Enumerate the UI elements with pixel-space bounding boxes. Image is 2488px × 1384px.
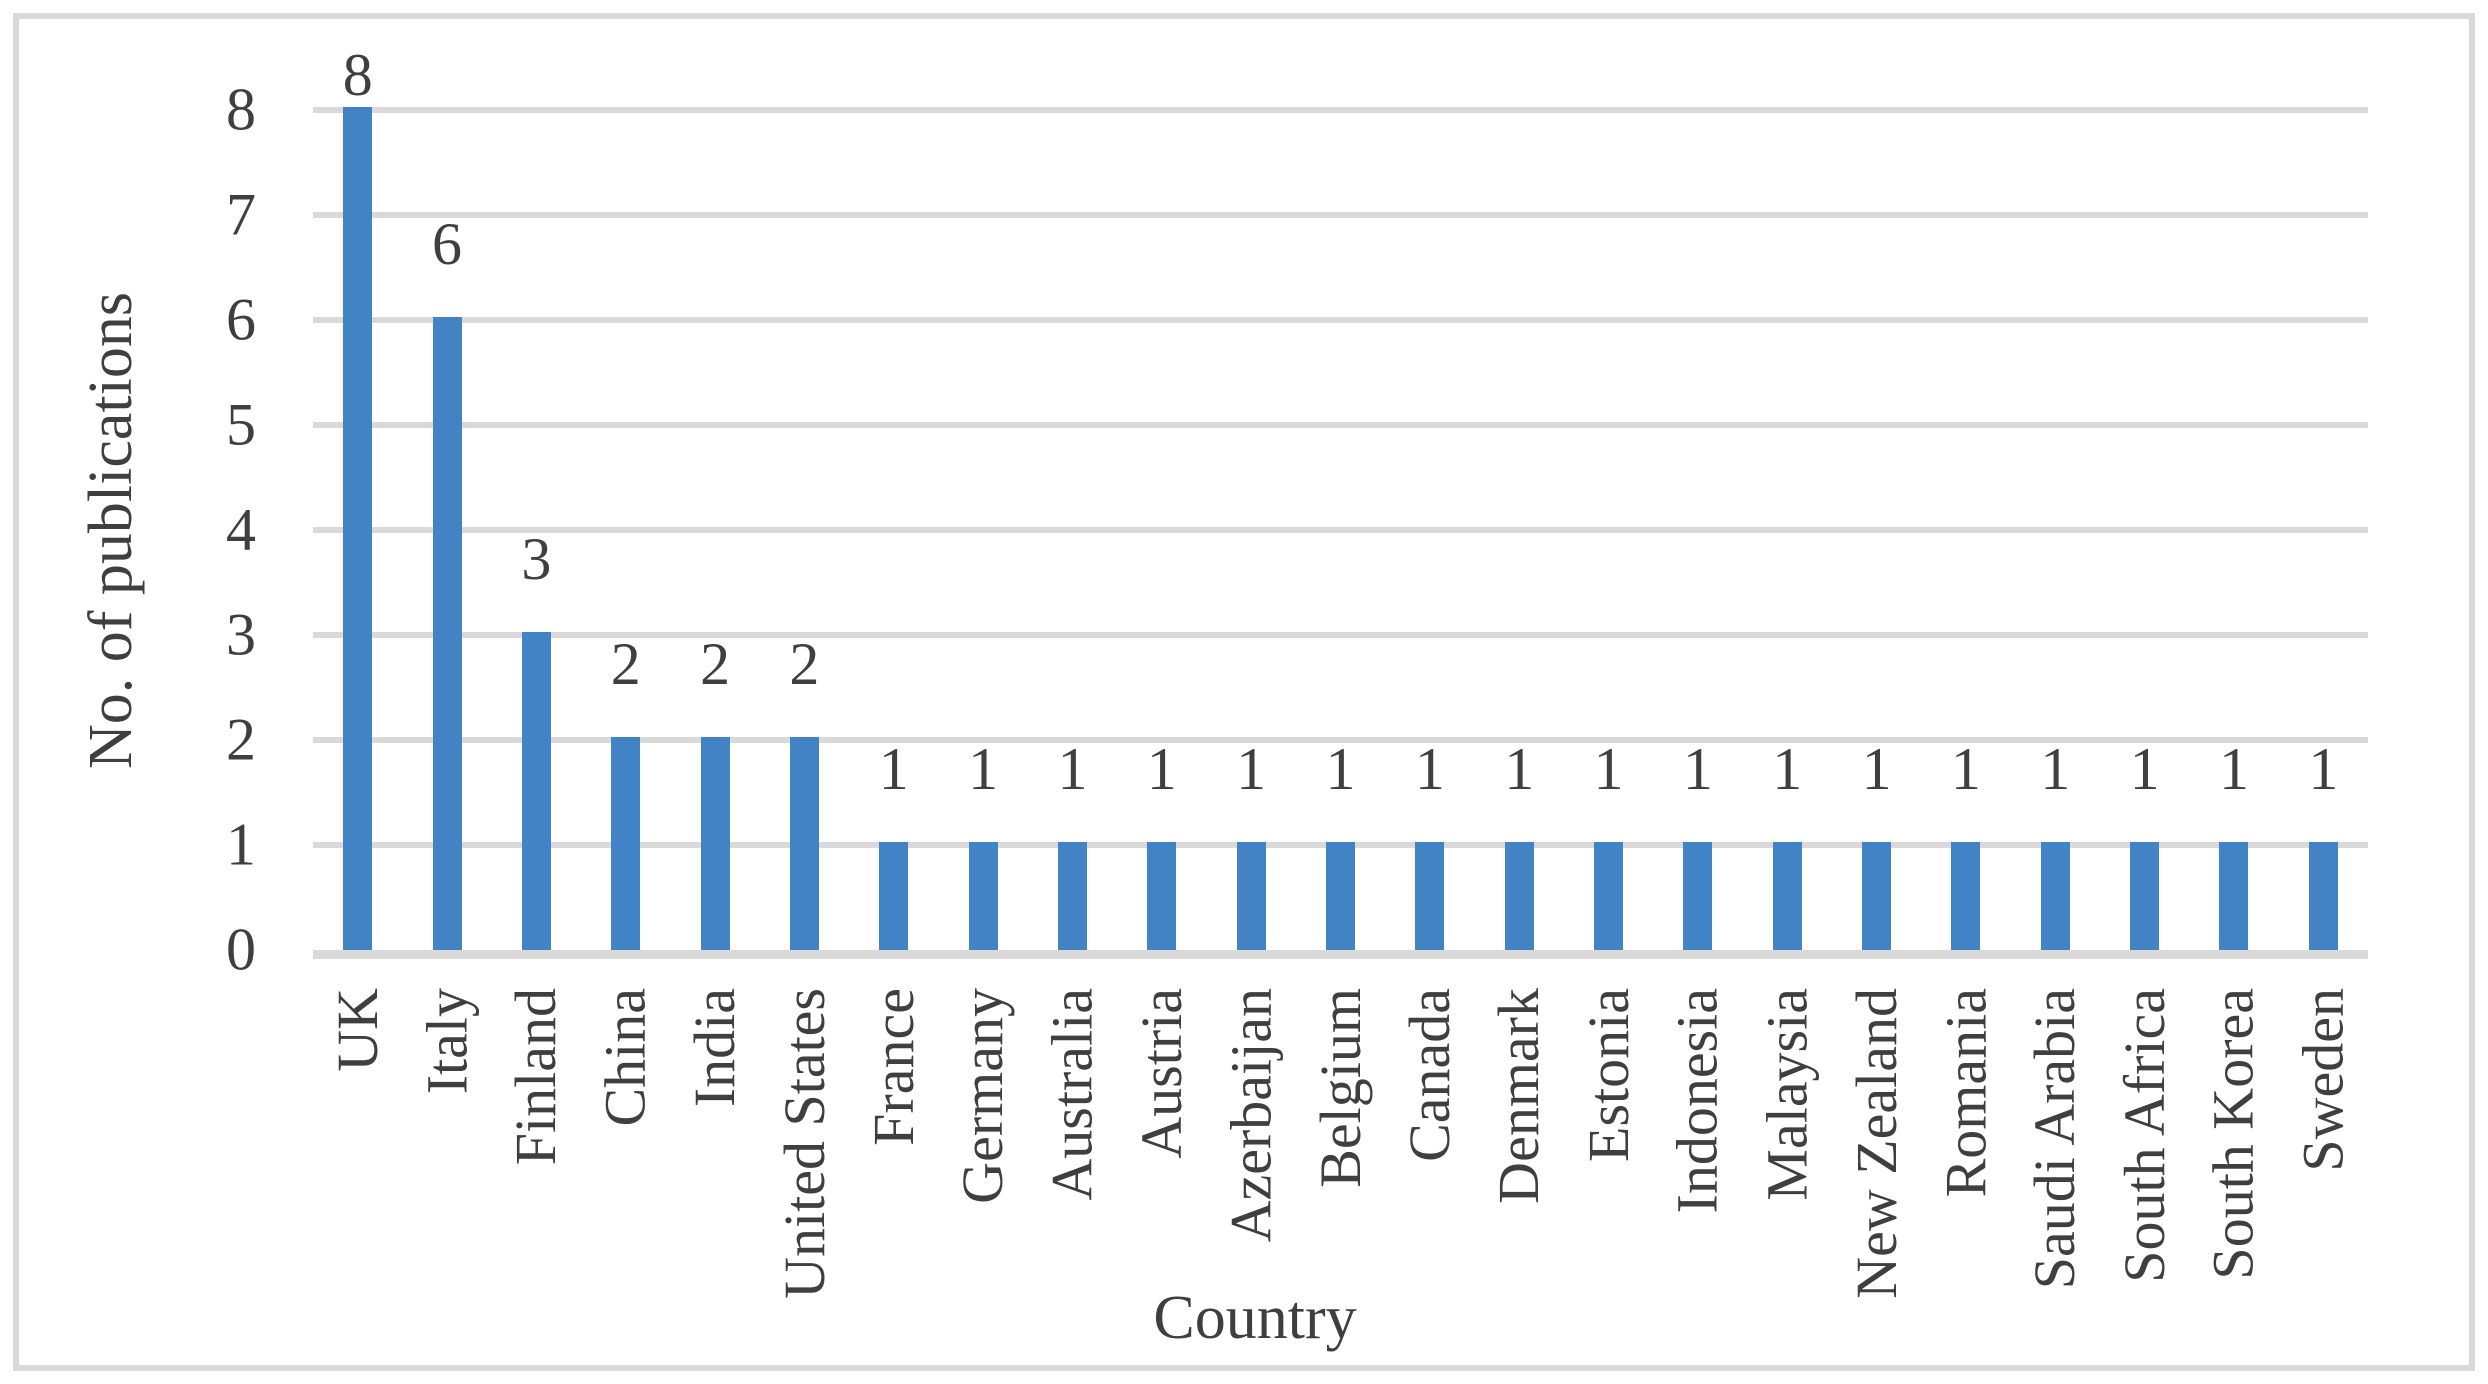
bar-india bbox=[700, 737, 730, 950]
x-tick-label: New Zealand bbox=[1843, 988, 1909, 1299]
data-label: 2 bbox=[700, 631, 731, 697]
gridline bbox=[313, 737, 2368, 743]
bar-finland bbox=[521, 632, 551, 950]
data-label: 1 bbox=[1950, 736, 1981, 802]
x-tick-label: Germany bbox=[950, 988, 1016, 1204]
data-label: 1 bbox=[2308, 736, 2339, 802]
x-tick-label: Estonia bbox=[1575, 988, 1641, 1162]
bar-denmark bbox=[1504, 842, 1534, 950]
bar-italy bbox=[432, 317, 462, 950]
bar-china bbox=[611, 737, 641, 950]
gridline bbox=[313, 317, 2368, 323]
data-label: 1 bbox=[1414, 736, 1445, 802]
data-label: 3 bbox=[521, 526, 552, 592]
bar-malaysia bbox=[1772, 842, 1802, 950]
data-label: 1 bbox=[1057, 736, 1088, 802]
data-label: 1 bbox=[1861, 736, 1892, 802]
bar-canada bbox=[1415, 842, 1445, 950]
data-label: 1 bbox=[878, 736, 909, 802]
bar-germany bbox=[968, 842, 998, 950]
data-label: 1 bbox=[2129, 736, 2160, 802]
x-tick-label: Austria bbox=[1128, 988, 1194, 1159]
data-label: 1 bbox=[1593, 736, 1624, 802]
gridline bbox=[313, 527, 2368, 533]
data-label: 1 bbox=[1146, 736, 1177, 802]
data-label: 1 bbox=[1236, 736, 1267, 802]
x-tick-label: China bbox=[592, 988, 658, 1127]
gridline bbox=[313, 107, 2368, 113]
y-tick-label: 8 bbox=[226, 76, 256, 143]
data-label: 1 bbox=[1682, 736, 1713, 802]
bar-sweden bbox=[2308, 842, 2338, 950]
y-tick-label: 7 bbox=[226, 181, 256, 248]
data-label: 1 bbox=[1325, 736, 1356, 802]
bar-france bbox=[879, 842, 909, 950]
data-label: 2 bbox=[610, 631, 641, 697]
data-label: 1 bbox=[2040, 736, 2071, 802]
bar-austria bbox=[1147, 842, 1177, 950]
bar-belgium bbox=[1326, 842, 1355, 950]
y-tick-label: 1 bbox=[226, 811, 256, 878]
bar-south-africa bbox=[2130, 842, 2160, 950]
y-tick-label: 3 bbox=[226, 601, 256, 668]
bar-united-states bbox=[789, 737, 819, 950]
bar-romania bbox=[1951, 842, 1981, 950]
data-label: 1 bbox=[1504, 736, 1535, 802]
bar-azerbaijan bbox=[1236, 842, 1266, 950]
data-label: 8 bbox=[342, 42, 373, 108]
x-axis-title: Country bbox=[1153, 1284, 1357, 1352]
x-axis-line bbox=[313, 950, 2368, 959]
x-tick-label: Azerbaijan bbox=[1218, 988, 1284, 1243]
gridline bbox=[313, 632, 2368, 638]
chart-border bbox=[13, 13, 2475, 1371]
x-tick-label: India bbox=[682, 988, 748, 1108]
bar-uk bbox=[343, 107, 373, 950]
bar-indonesia bbox=[1683, 842, 1713, 950]
x-tick-label: France bbox=[860, 988, 926, 1146]
y-tick-label: 4 bbox=[226, 496, 256, 563]
x-tick-label: Australia bbox=[1039, 988, 1105, 1201]
x-tick-label: Italy bbox=[414, 988, 480, 1095]
x-tick-label: South Africa bbox=[2111, 988, 2177, 1283]
gridline bbox=[313, 422, 2368, 428]
x-tick-label: Saudi Arabia bbox=[2022, 988, 2088, 1290]
bar-new-zealand bbox=[1862, 842, 1892, 950]
y-tick-label: 0 bbox=[226, 916, 256, 983]
x-tick-label: Denmark bbox=[1486, 988, 1552, 1204]
bar-estonia bbox=[1594, 842, 1624, 950]
x-tick-label: Romania bbox=[1932, 988, 1998, 1198]
bar-australia bbox=[1057, 842, 1087, 950]
y-tick-label: 5 bbox=[226, 391, 256, 458]
x-tick-label: Canada bbox=[1396, 988, 1462, 1162]
x-tick-label: United States bbox=[771, 988, 837, 1299]
y-tick-label: 6 bbox=[226, 286, 256, 353]
data-label: 2 bbox=[789, 631, 820, 697]
y-axis-ticks: 0 1 2 3 4 5 6 7 8 bbox=[0, 77, 256, 983]
x-tick-label: Malaysia bbox=[1754, 988, 1820, 1201]
x-tick-label: Belgium bbox=[1307, 988, 1373, 1188]
data-label: 1 bbox=[2218, 736, 2249, 802]
bar-saudi-arabia bbox=[2040, 842, 2070, 950]
x-tick-label: Sweden bbox=[2290, 988, 2356, 1172]
x-tick-label: Indonesia bbox=[1664, 988, 1730, 1214]
y-tick-label: 2 bbox=[226, 706, 256, 773]
data-label: 1 bbox=[968, 736, 999, 802]
data-label: 6 bbox=[432, 211, 463, 277]
x-tick-label: UK bbox=[324, 988, 390, 1072]
bar-south-korea bbox=[2219, 842, 2249, 950]
x-tick-label: Finland bbox=[503, 988, 569, 1166]
x-tick-label: South Korea bbox=[2200, 988, 2266, 1280]
data-label: 1 bbox=[1772, 736, 1803, 802]
gridline bbox=[313, 212, 2368, 218]
